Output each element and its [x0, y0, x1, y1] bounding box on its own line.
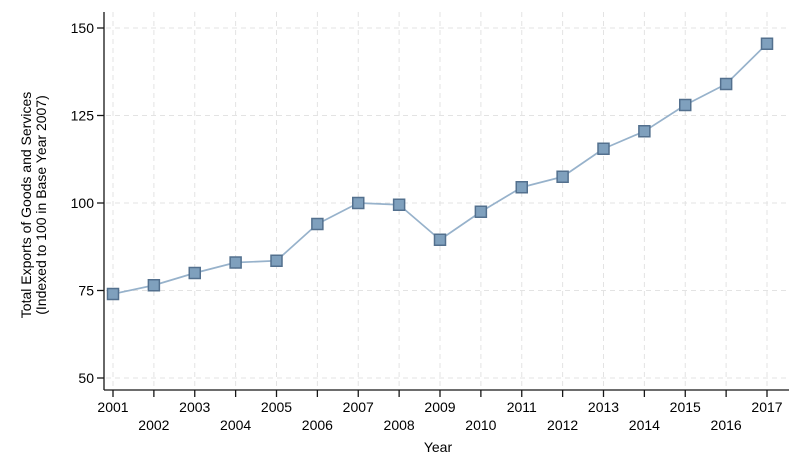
- gridlines: [106, 12, 789, 389]
- data-point-2013: [597, 142, 610, 155]
- x-tick-label-2002: 2002: [138, 417, 169, 433]
- data-point-2016: [719, 77, 733, 91]
- data-point-2015: [679, 98, 692, 112]
- x-tick-label-2009: 2009: [424, 399, 455, 415]
- data-point-2004: [229, 256, 242, 269]
- x-tick-label-2010: 2010: [465, 417, 496, 433]
- y-tick-label-100: 100: [71, 195, 95, 211]
- y-axis-title-line2: (Indexed to 100 in Base Year 2007): [33, 95, 49, 315]
- tick-marks: [97, 27, 768, 397]
- data-point-2014: [638, 125, 651, 138]
- data-point-2012: [556, 170, 569, 183]
- x-axis-title: Year: [424, 439, 453, 455]
- y-tick-label-50: 50: [78, 370, 94, 386]
- x-tick-label-2008: 2008: [384, 417, 415, 433]
- x-tick-label-2015: 2015: [670, 399, 701, 415]
- x-tick-label-2006: 2006: [302, 417, 333, 433]
- x-tick-label-2017: 2017: [751, 399, 782, 415]
- x-tick-label-2001: 2001: [97, 399, 128, 415]
- data-point-2003: [188, 266, 201, 280]
- axes: [103, 12, 789, 391]
- x-tick-label-2005: 2005: [261, 399, 292, 415]
- y-tick-label-150: 150: [71, 20, 95, 36]
- data-point-2017: [760, 37, 774, 50]
- x-tick-label-2011: 2011: [507, 399, 537, 415]
- data-point-2002: [147, 279, 161, 292]
- x-tick-label-2003: 2003: [179, 399, 210, 415]
- tick-labels: 50 75 100 125 150 2001 2002 2003 2004 2005 2006 200…: [71, 20, 783, 433]
- y-axis-title-line1: Total Exports of Goods and Services: [18, 92, 34, 318]
- x-tick-label-2004: 2004: [220, 417, 251, 433]
- data-point-2011: [515, 181, 528, 194]
- data-point-2009: [433, 233, 447, 246]
- data-point-2008: [392, 198, 406, 211]
- data-series: [106, 37, 774, 301]
- x-tick-label-2016: 2016: [711, 417, 742, 433]
- data-point-2006: [311, 217, 324, 231]
- x-tick-label-2012: 2012: [547, 417, 578, 433]
- x-tick-label-2014: 2014: [629, 417, 660, 433]
- y-tick-label-75: 75: [78, 283, 94, 299]
- y-tick-label-125: 125: [71, 108, 95, 124]
- data-point-2010: [474, 205, 488, 218]
- data-point-2001: [106, 287, 120, 301]
- data-point-2005: [270, 254, 283, 267]
- x-tick-label-2007: 2007: [343, 399, 374, 415]
- data-point-2007: [352, 196, 365, 210]
- x-tick-label-2013: 2013: [588, 399, 619, 415]
